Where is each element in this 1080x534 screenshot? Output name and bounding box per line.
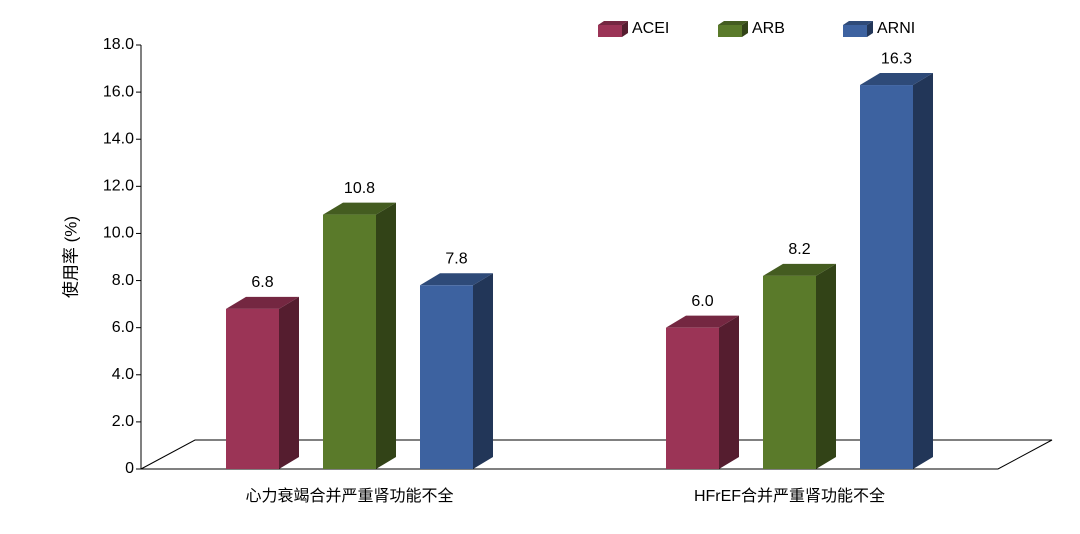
value-label: 8.2 — [788, 241, 810, 258]
bar-side — [913, 73, 933, 470]
bar-side — [376, 202, 396, 469]
y-axis-label: 使用率 (%) — [60, 216, 80, 298]
x-tick-label: HFrEF合并严重肾功能不全 — [694, 487, 885, 505]
bar — [420, 285, 473, 469]
legend-swatch-side — [742, 21, 748, 37]
bar-side — [279, 296, 299, 469]
legend-swatch — [718, 25, 742, 37]
bar — [763, 275, 816, 469]
y-tick-label: 10.0 — [103, 225, 134, 242]
value-label: 10.8 — [344, 180, 375, 197]
y-tick-label: 8.0 — [112, 272, 134, 289]
legend-swatch-top — [598, 21, 628, 25]
value-label: 16.3 — [881, 50, 912, 67]
legend-label: ARNI — [877, 20, 915, 37]
legend-swatch-side — [867, 21, 873, 37]
bar-top — [860, 73, 933, 86]
bar-top — [323, 202, 396, 215]
legend-label: ACEI — [632, 20, 669, 37]
bar — [226, 308, 279, 469]
x-tick-label: 心力衰竭合并严重肾功能不全 — [245, 487, 453, 505]
legend-swatch — [843, 25, 867, 37]
bar — [860, 85, 913, 470]
bar-side — [719, 315, 739, 469]
bar-top — [666, 315, 739, 328]
bar-side — [473, 273, 493, 469]
bar-top — [763, 263, 836, 276]
y-tick-label: 18.0 — [103, 36, 134, 53]
y-tick-label: 0 — [125, 460, 134, 477]
y-tick-label: 16.0 — [103, 83, 134, 100]
bar — [323, 214, 376, 469]
y-tick-label: 4.0 — [112, 366, 134, 383]
value-label: 6.0 — [691, 293, 713, 310]
y-tick-label: 6.0 — [112, 319, 134, 336]
y-tick-label: 14.0 — [103, 130, 134, 147]
legend-label: ARB — [752, 20, 785, 37]
legend-swatch-top — [843, 21, 873, 25]
legend-swatch-top — [718, 21, 748, 25]
y-tick-label: 12.0 — [103, 178, 134, 195]
y-tick-label: 2.0 — [112, 413, 134, 430]
bar — [666, 327, 719, 469]
bar-top — [226, 296, 299, 309]
value-label: 7.8 — [445, 250, 467, 267]
bar-top — [420, 273, 493, 286]
bar-side — [816, 263, 836, 469]
legend-swatch-side — [622, 21, 628, 37]
legend-swatch — [598, 25, 622, 37]
value-label: 6.8 — [251, 274, 273, 291]
